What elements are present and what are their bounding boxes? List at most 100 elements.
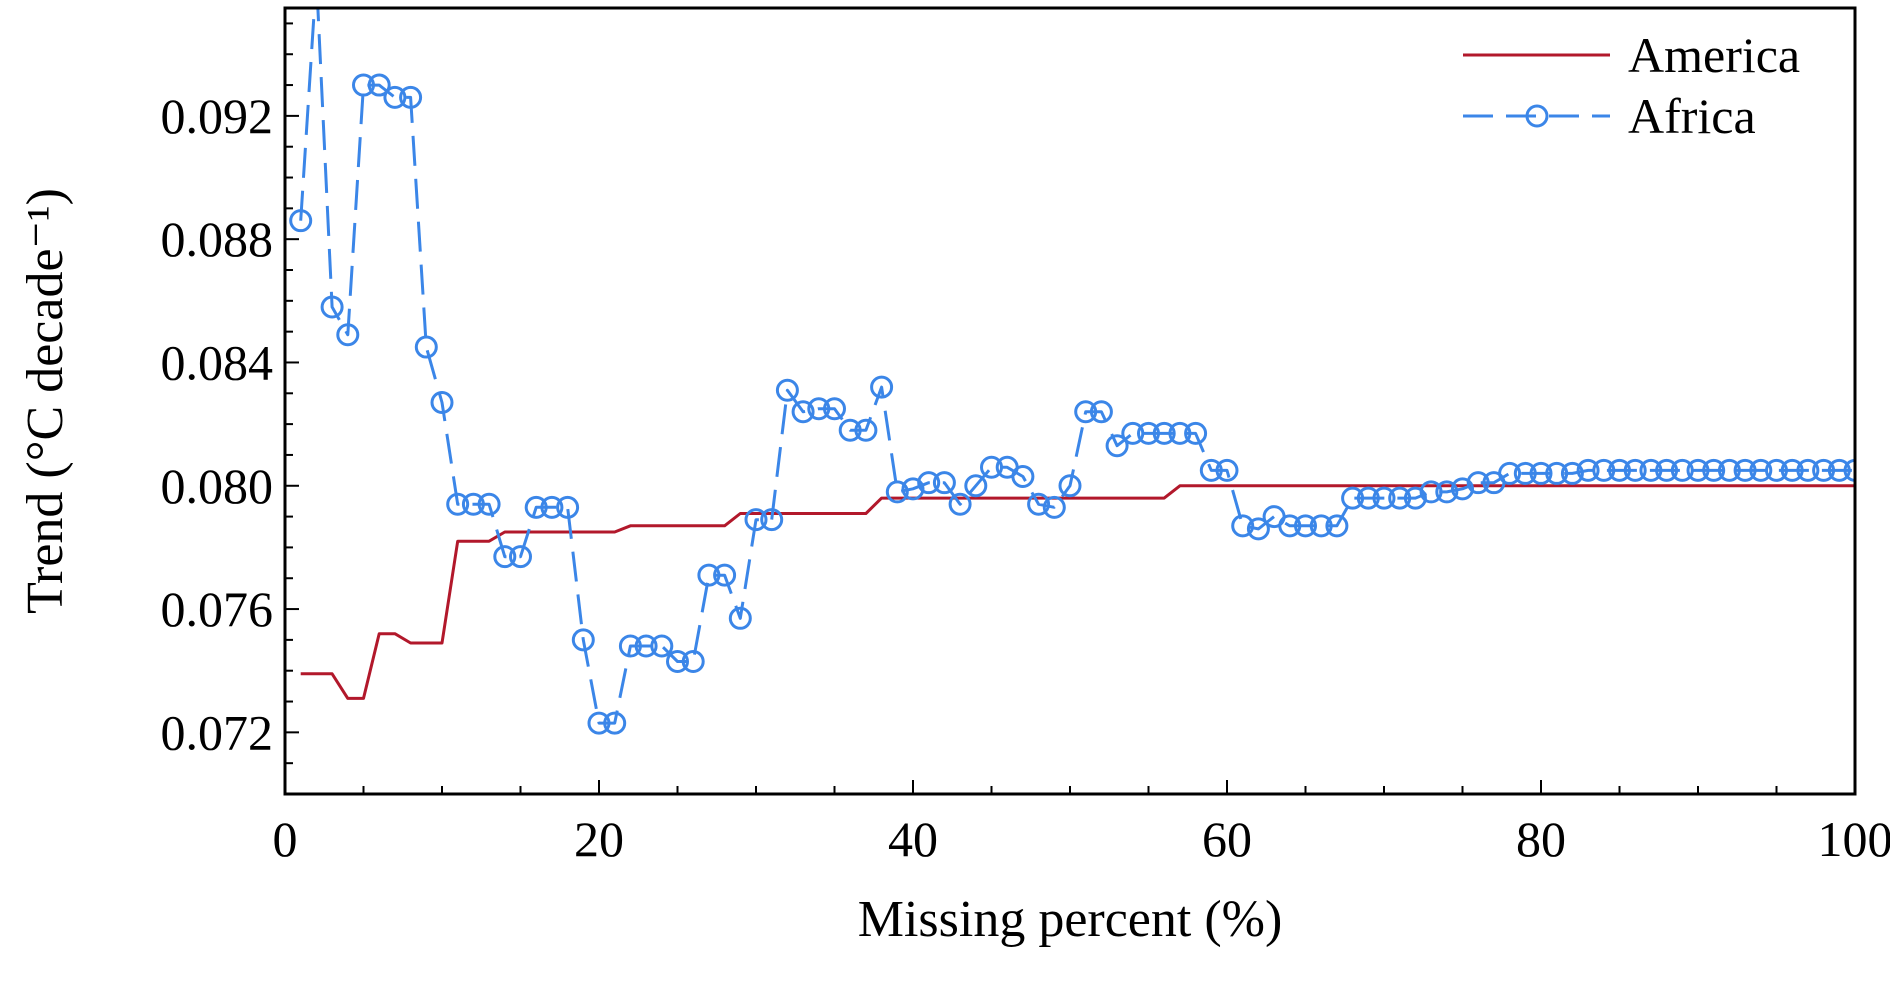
- data-point-africa: [1278, 514, 1302, 538]
- data-point-africa: [1812, 458, 1836, 482]
- data-point-africa: [1199, 458, 1223, 482]
- data-point-africa: [1780, 458, 1804, 482]
- data-point-africa: [1246, 517, 1270, 541]
- data-point-africa: [1388, 486, 1412, 510]
- x-tick-label: 60: [1202, 811, 1252, 867]
- data-point-africa: [1843, 458, 1855, 482]
- data-point-africa: [1466, 471, 1490, 495]
- data-point-africa: [1670, 458, 1694, 482]
- data-point-africa: [1403, 486, 1427, 510]
- legend-label-africa: Africa: [1628, 88, 1756, 144]
- data-point-africa: [1011, 465, 1035, 489]
- data-point-africa: [1435, 480, 1459, 504]
- plot-frame: [283, 6, 1857, 796]
- data-point-africa: [901, 477, 925, 501]
- data-point-africa: [1560, 461, 1584, 485]
- data-point-africa: [477, 492, 501, 516]
- data-point-africa: [1513, 461, 1537, 485]
- data-point-africa: [1309, 514, 1333, 538]
- legend-label-america: America: [1628, 27, 1800, 83]
- x-tick-label: 20: [574, 811, 624, 867]
- data-point-africa: [1215, 458, 1239, 482]
- y-tick-label: 0.076: [161, 581, 274, 637]
- data-point-africa: [948, 492, 972, 516]
- data-point-africa: [1105, 434, 1129, 458]
- series-line-africa: [299, 8, 1855, 725]
- data-point-africa: [1058, 474, 1082, 498]
- axis-layer: 0 20 40 60 80 100 0.072 0.076 0.080 0.084 0.088 0.0…: [161, 22, 1890, 867]
- data-point-africa: [1623, 458, 1647, 482]
- data-point-africa: [1042, 495, 1066, 519]
- data-point-africa: [964, 474, 988, 498]
- x-tick-label: 100: [1818, 811, 1890, 867]
- data-point-africa: [1655, 458, 1679, 482]
- data-point-africa: [461, 492, 485, 516]
- data-point-africa: [556, 495, 580, 519]
- data-point-africa: [728, 606, 752, 630]
- data-point-africa: [540, 495, 564, 519]
- data-point-africa: [634, 634, 658, 658]
- data-point-africa: [352, 73, 375, 97]
- data-point-africa: [320, 295, 344, 319]
- data-point-africa: [1529, 461, 1553, 485]
- data-point-africa: [289, 209, 313, 233]
- data-point-africa: [1639, 458, 1663, 482]
- y-tick-label: 0.080: [161, 458, 274, 514]
- x-tick-label: 40: [888, 811, 938, 867]
- data-point-africa: [1608, 458, 1631, 482]
- data-point-africa: [870, 375, 894, 399]
- data-point-africa: [807, 397, 831, 421]
- data-point-africa: [1686, 458, 1710, 482]
- data-point-africa: [367, 73, 391, 97]
- data-point-africa: [1356, 486, 1380, 510]
- data-point-africa: [1027, 492, 1051, 516]
- data-point-africa: [1451, 477, 1474, 501]
- data-point-africa: [666, 649, 689, 673]
- series-line-america: [300, 484, 1855, 700]
- data-point-africa: [414, 335, 438, 359]
- data-point-africa: [917, 471, 941, 495]
- data-point-africa: [1765, 458, 1788, 482]
- data-point-africa: [1074, 400, 1098, 424]
- data-point-africa: [493, 545, 517, 569]
- data-point-africa: [603, 711, 627, 735]
- data-point-africa: [1498, 461, 1522, 485]
- data-point-africa: [823, 397, 846, 421]
- series-layer: [289, 8, 1855, 735]
- data-point-africa: [854, 418, 878, 442]
- x-tick-label: 0: [273, 811, 298, 867]
- data-point-africa: [1419, 480, 1443, 504]
- data-point-africa: [1184, 421, 1208, 445]
- y-tick-label: 0.088: [161, 211, 274, 267]
- data-point-africa: [1372, 486, 1396, 510]
- data-point-africa: [430, 391, 454, 415]
- data-point-africa: [1231, 514, 1255, 538]
- data-point-africa: [775, 378, 799, 402]
- y-axis-label: Trend (°C decade⁻¹): [17, 188, 74, 614]
- data-point-africa: [1341, 486, 1365, 510]
- data-point-africa: [1749, 458, 1773, 482]
- data-point-africa: [571, 628, 595, 652]
- y-tick-label: 0.084: [161, 334, 274, 390]
- data-point-africa: [697, 563, 721, 587]
- data-point-africa: [587, 711, 611, 735]
- data-point-africa: [1827, 458, 1851, 482]
- y-tick-label: 0.092: [161, 88, 274, 144]
- data-point-africa: [744, 508, 768, 532]
- y-tick-label: 0.072: [161, 704, 274, 760]
- data-point-africa: [681, 649, 705, 673]
- data-point-africa: [399, 85, 423, 109]
- data-point-africa: [1089, 400, 1113, 424]
- data-point-africa: [1325, 514, 1349, 538]
- data-point-africa: [509, 545, 532, 569]
- data-point-africa: [1137, 421, 1160, 445]
- data-point-africa: [713, 563, 737, 587]
- data-point-africa: [383, 85, 407, 109]
- data-point-africa: [618, 634, 642, 658]
- data-point-africa: [1717, 458, 1741, 482]
- data-point-africa: [1545, 461, 1569, 485]
- data-point-africa: [1168, 421, 1192, 445]
- data-point-africa: [980, 455, 1003, 479]
- data-point-africa: [1733, 458, 1757, 482]
